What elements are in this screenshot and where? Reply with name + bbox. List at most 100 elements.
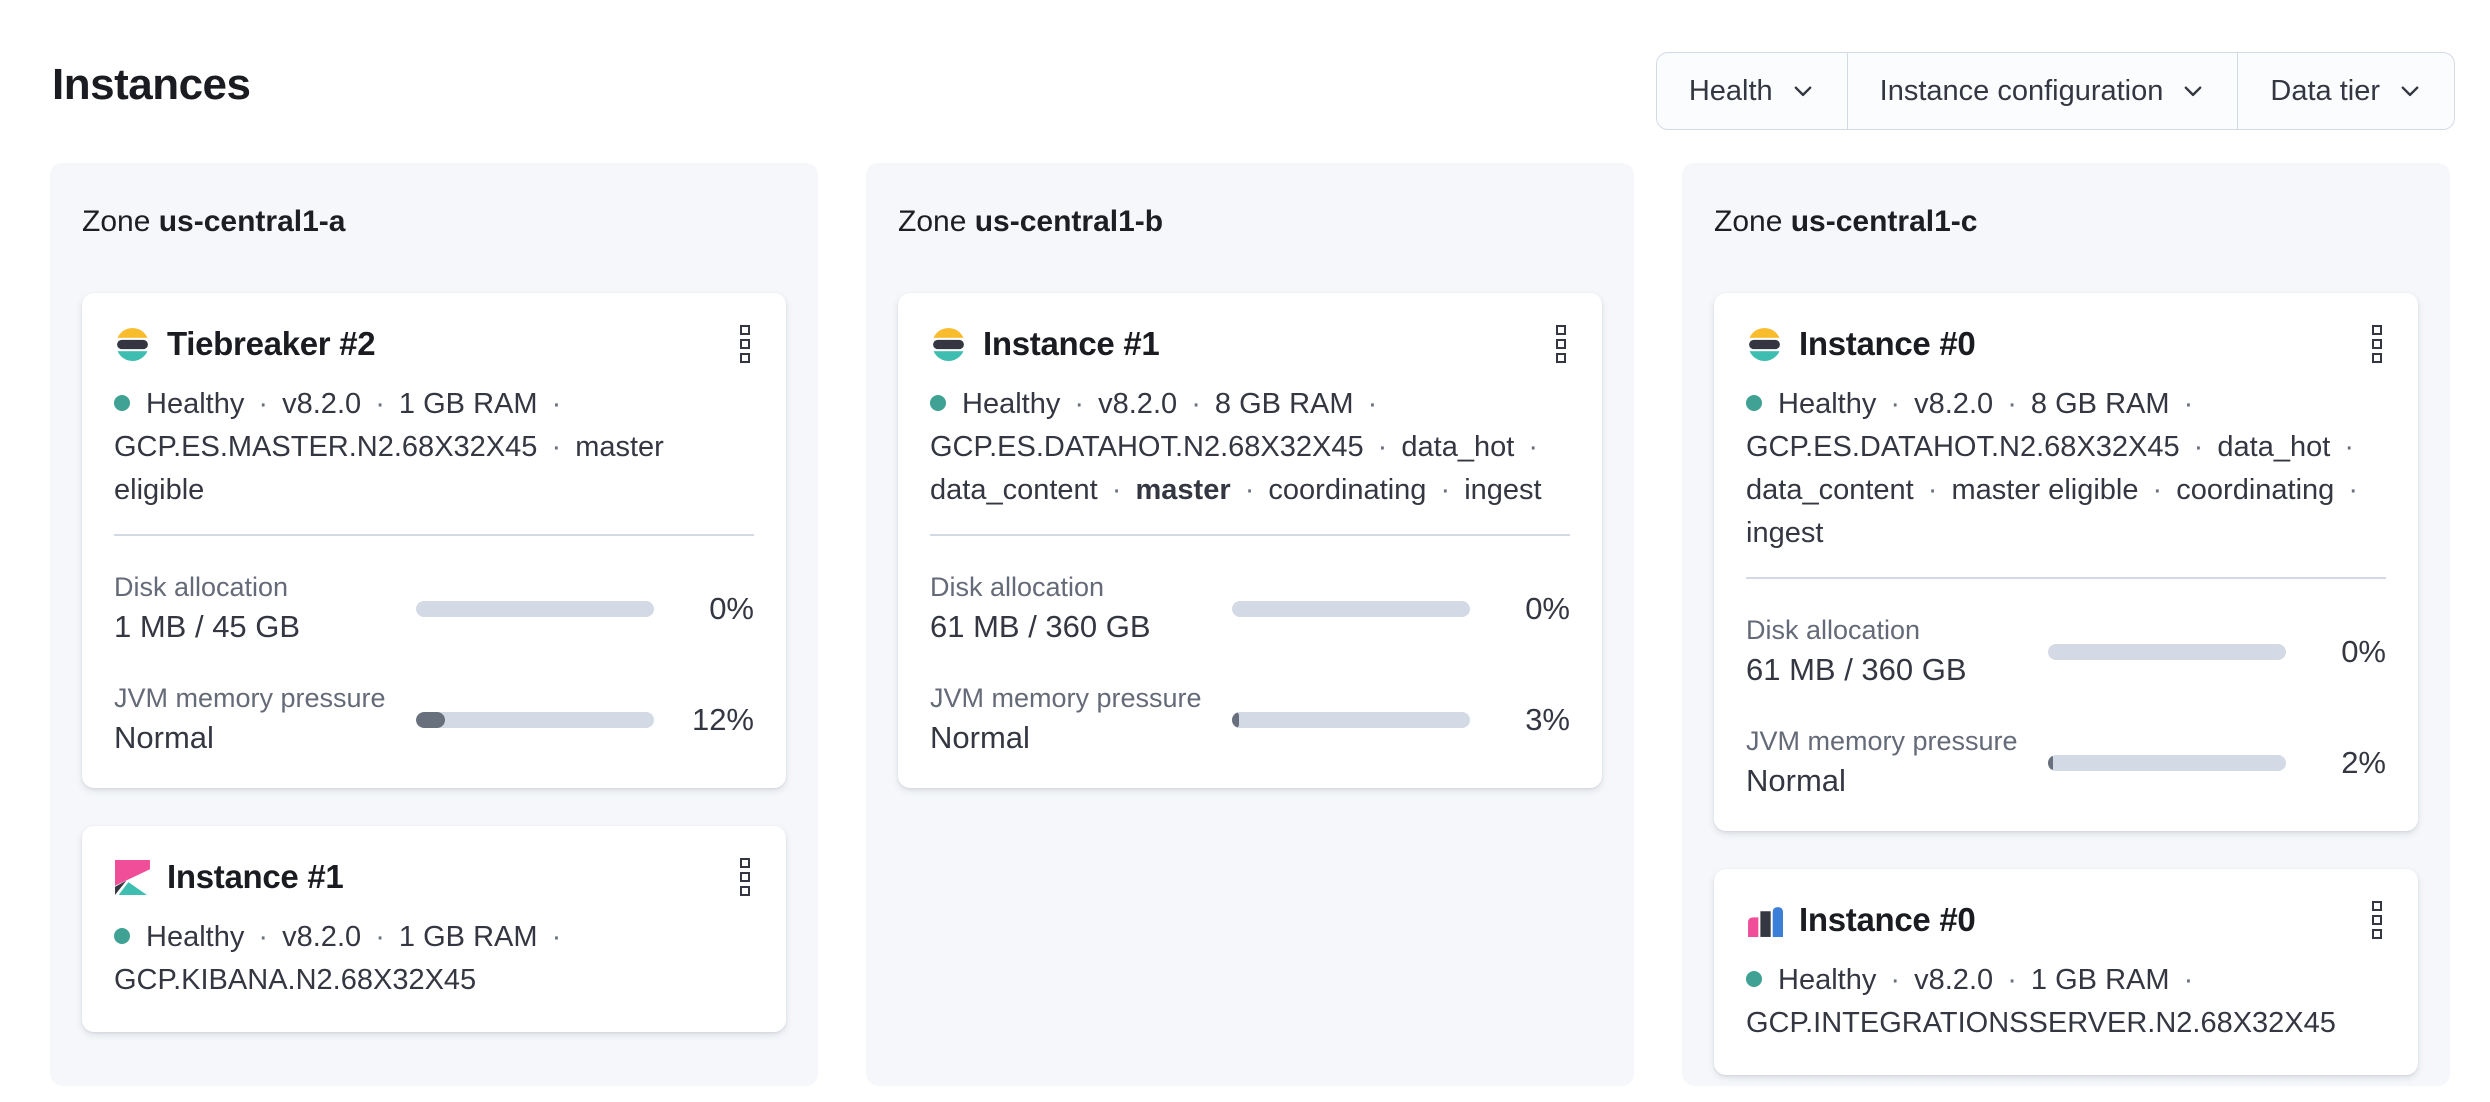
status-segment: Healthy (962, 388, 1061, 420)
card-header: Instance #1 (114, 856, 754, 898)
card-divider (1746, 577, 2386, 579)
metric-row: Disk allocation 61 MB / 360 GB 0% (1746, 613, 2386, 690)
dot-separator: · (1528, 431, 1539, 463)
status-segment: v8.2.0 (282, 921, 362, 953)
status-segments: Healthy · v8.2.0 · 8 GB RAM · GCP.ES.DAT… (930, 388, 1544, 506)
filter-group: Health Instance configuration Data tier (1655, 52, 2455, 130)
dot-separator: · (551, 431, 562, 463)
health-dot-icon (114, 928, 130, 944)
status-segment: coordinating (1268, 474, 1427, 506)
status-segment: data_content (930, 474, 1098, 506)
dot-separator: · (1111, 474, 1122, 506)
metric-progress-bar (416, 600, 654, 617)
metric-progress-bar (416, 711, 654, 728)
elasticsearch-logo-icon (1748, 327, 1781, 361)
page-title: Instances (52, 60, 251, 109)
metric-text: JVM memory pressure Normal (114, 681, 416, 758)
instance-title: Instance #0 (1799, 325, 1976, 362)
status-segments: Healthy · v8.2.0 · 1 GB RAM · GCP.INTEGR… (1746, 964, 2336, 1039)
dot-separator: · (1074, 388, 1085, 420)
dot-separator: · (1890, 964, 1901, 996)
instance-actions-menu-button[interactable] (736, 323, 754, 365)
metric-row: JVM memory pressure Normal 3% (930, 681, 1570, 758)
instance-title: Tiebreaker #2 (167, 325, 376, 362)
status-segment: GCP.INTEGRATIONSSERVER.N2.68X32X45 (1746, 1007, 2336, 1039)
instance-actions-menu-button[interactable] (2368, 899, 2386, 941)
dot-separator: · (1191, 388, 1201, 420)
filter-button-instance-configuration[interactable]: Instance configuration (1846, 53, 2238, 129)
zone-label: Zone us-central1-a (82, 205, 786, 239)
boxes-vertical-icon (1556, 325, 1566, 363)
dot-separator: · (1244, 474, 1255, 506)
dot-separator: · (375, 388, 385, 420)
status-segment: Healthy (146, 921, 245, 953)
status-segment: ingest (1746, 517, 1824, 549)
status-segment: Healthy (146, 388, 245, 420)
card-divider (114, 534, 754, 536)
metric-progress-bar (2048, 643, 2286, 660)
metric-progress-fill (416, 711, 445, 728)
zone-label: Zone us-central1-c (1714, 205, 2418, 239)
metric-value: Normal (1746, 763, 1846, 798)
instance-status-line: Healthy · v8.2.0 · 1 GB RAM · GCP.INTEGR… (1746, 959, 2386, 1045)
status-segment: v8.2.0 (1914, 388, 1994, 420)
zone-cards: Instance #0 Healthy · v8.2.0 · 8 GB RAM … (1714, 293, 2418, 1075)
metric-value: 61 MB / 360 GB (1746, 652, 1967, 687)
filter-button-health[interactable]: Health (1657, 53, 1847, 129)
instance-actions-menu-button[interactable] (2368, 323, 2386, 365)
instance-card: Instance #1 Healthy · v8.2.0 · 8 GB RAM … (898, 293, 1602, 788)
filter-button-label: Health (1688, 74, 1773, 107)
status-segment: 1 GB RAM (398, 921, 538, 953)
metric-label: JVM memory pressure (1746, 726, 2018, 756)
status-segment: 8 GB RAM (2030, 388, 2170, 420)
metric-row: Disk allocation 1 MB / 45 GB 0% (114, 570, 754, 647)
status-segments: Healthy · v8.2.0 · 1 GB RAM · GCP.ES.MAS… (114, 388, 664, 506)
zone-label-prefix: Zone (1714, 205, 1783, 238)
zone-cards: Tiebreaker #2 Healthy · v8.2.0 · 1 GB RA… (82, 293, 786, 1032)
boxes-vertical-icon (2372, 325, 2382, 363)
filter-button-data-tier[interactable]: Data tier (2237, 53, 2454, 129)
health-dot-icon (930, 395, 946, 411)
metric-row: Disk allocation 61 MB / 360 GB 0% (930, 570, 1570, 647)
dot-separator: · (258, 388, 269, 420)
instance-status-line: Healthy · v8.2.0 · 8 GB RAM · GCP.ES.DAT… (930, 383, 1570, 512)
instance-card: Tiebreaker #2 Healthy · v8.2.0 · 1 GB RA… (82, 293, 786, 788)
dot-separator: · (2007, 388, 2017, 420)
status-segment: coordinating (2176, 474, 2335, 506)
dot-separator: · (1440, 474, 1451, 506)
boxes-vertical-icon (2372, 901, 2382, 939)
dot-separator: · (258, 921, 269, 953)
metric-label: Disk allocation (1746, 615, 1921, 645)
metric-percent: 0% (1525, 590, 1570, 626)
dot-separator: · (1890, 388, 1901, 420)
zones-row: Zone us-central1-a Tiebreaker #2 Healthy… (0, 163, 2490, 1086)
metric-text: JVM memory pressure Normal (930, 681, 1232, 758)
elasticsearch-logo-icon (116, 327, 149, 361)
metric-row: JVM memory pressure Normal 12% (114, 681, 754, 758)
zone-label: Zone us-central1-b (898, 205, 1602, 239)
metric-progress-fill (1232, 711, 1240, 728)
metric-progress-fill (2048, 754, 2053, 771)
dot-separator: · (375, 921, 385, 953)
zone-name: us-central1-b (974, 205, 1164, 238)
card-header: Instance #0 (1746, 323, 2386, 365)
status-segment: v8.2.0 (1098, 388, 1178, 420)
dot-separator: · (2007, 964, 2017, 996)
zone-panel-us-central1-c: Zone us-central1-c Instance #0 Healthy ·… (1682, 163, 2450, 1086)
metric-percent: 2% (2341, 744, 2386, 780)
status-segment: data_hot (2217, 431, 2331, 463)
card-metrics: Disk allocation 1 MB / 45 GB 0% JVM memo… (114, 570, 754, 758)
boxes-vertical-icon (740, 325, 750, 363)
metric-text: Disk allocation 61 MB / 360 GB (1746, 613, 2048, 690)
status-segments: Healthy · v8.2.0 · 1 GB RAM · GCP.KIBANA… (114, 921, 567, 996)
instance-actions-menu-button[interactable] (736, 856, 754, 898)
chevron-down-icon (2184, 86, 2202, 97)
status-segment: GCP.ES.MASTER.N2.68X32X45 (114, 431, 538, 463)
card-header: Tiebreaker #2 (114, 323, 754, 365)
status-segment: GCP.ES.DATAHOT.N2.68X32X45 (1746, 431, 2180, 463)
dot-separator: · (1377, 431, 1388, 463)
instance-actions-menu-button[interactable] (1552, 323, 1570, 365)
instance-card: Instance #0 Healthy · v8.2.0 · 8 GB RAM … (1714, 293, 2418, 831)
card-header: Instance #1 (930, 323, 1570, 365)
metric-percent: 12% (691, 701, 754, 737)
